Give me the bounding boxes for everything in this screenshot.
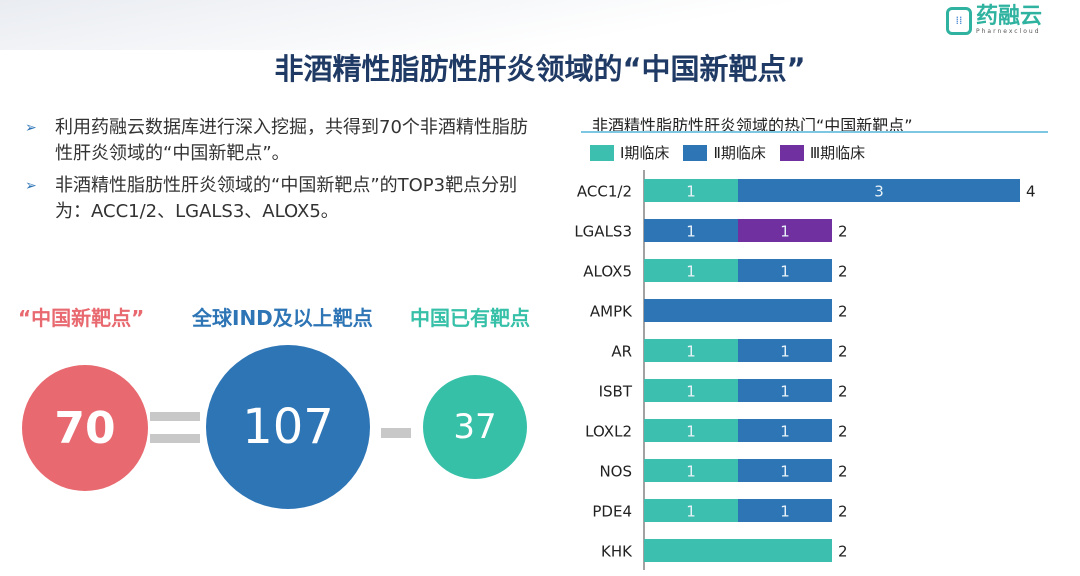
logo-hex-icon: ⁞⁞ (946, 6, 972, 35)
bar-segment (738, 219, 832, 242)
logo-text: 药融云 (976, 4, 1043, 29)
bullet-item: ➢ 利用药融云数据库进行深入挖掘，共得到70个非酒精性脂肪性肝炎领域的“中国新靶点… (25, 115, 535, 167)
category-label: NOS (599, 463, 632, 481)
total-label: 2 (838, 423, 848, 441)
logo: ⁞⁞ 药融云 Pharnexcloud (946, 6, 1042, 35)
segment-label: 1 (780, 263, 790, 281)
category-label: ALOX5 (583, 263, 632, 281)
category-label: KHK (601, 543, 633, 561)
circle-china-new: 70 (22, 365, 148, 491)
total-label: 2 (838, 343, 848, 361)
segment-label: 1 (780, 503, 790, 521)
arrow-bullet-icon: ➢ (25, 120, 37, 136)
segment-label: 1 (780, 343, 790, 361)
segment-label: 1 (686, 183, 696, 201)
category-label: LGALS3 (574, 223, 632, 241)
category-label: LOXL2 (585, 423, 632, 441)
label-global-ind-targets: 全球IND及以上靶点 (192, 306, 373, 330)
bar-segment (644, 539, 832, 562)
category-label: ISBT (599, 383, 633, 401)
category-label: ACC1/2 (577, 183, 632, 201)
bar-segment (644, 179, 738, 202)
bar-segment (644, 219, 738, 242)
bar-segment (644, 299, 832, 322)
segment-label: 1 (780, 383, 790, 401)
legend-label: Ⅰ期临床 (620, 144, 670, 162)
total-label: 4 (1026, 183, 1036, 201)
chart-title-underline (581, 131, 1048, 133)
legend-swatch (779, 144, 804, 161)
segment-label: 1 (780, 423, 790, 441)
bar-segment (738, 259, 832, 282)
category-label: AMPK (590, 303, 633, 321)
bar-segment (644, 459, 738, 482)
bar-segment (738, 419, 832, 442)
category-label: AR (611, 343, 632, 361)
segment-label: 1 (686, 383, 696, 401)
segment-label: 1 (686, 263, 696, 281)
total-label: 2 (838, 303, 848, 321)
logo-subtext: Pharnexcloud (976, 28, 1041, 35)
segment-label: 3 (874, 183, 884, 201)
total-label: 2 (838, 543, 848, 561)
legend-swatch (590, 144, 614, 161)
bar-segment (644, 339, 738, 362)
legend-swatch (683, 144, 708, 161)
circle-global-ind: 107 (206, 345, 370, 509)
arrow-bullet-icon: ➢ (25, 178, 37, 194)
bar-segment (738, 179, 1020, 202)
bar-segment (738, 339, 832, 362)
total-label: 2 (838, 383, 848, 401)
chart-legend: Ⅰ期临床 Ⅱ期临床 Ⅲ期临床 (590, 142, 865, 163)
segment-label: 1 (780, 463, 790, 481)
bullet-text: 非酒精性脂肪性肝炎领域的“中国新靶点”的TOP3靶点分别为：ACC1/2、LGA… (55, 175, 518, 222)
bar-segment (738, 499, 832, 522)
page-title: 非酒精性脂肪性肝炎领域的“中国新靶点” (274, 52, 806, 86)
segment-label: 1 (686, 503, 696, 521)
bar-segment (644, 419, 738, 442)
chart-title: 非酒精性脂肪性肝炎领域的热门“中国新靶点” (592, 116, 913, 135)
bullet-list: ➢ 利用药融云数据库进行深入挖掘，共得到70个非酒精性脂肪性肝炎领域的“中国新靶点… (25, 115, 535, 231)
segment-label: 1 (686, 463, 696, 481)
legend-label: Ⅲ期临床 (809, 144, 866, 162)
category-label: PDE4 (592, 503, 632, 521)
segment-label: 1 (780, 223, 790, 241)
label-china-existing-targets: 中国已有靶点 (410, 306, 530, 330)
bar-segment (644, 499, 738, 522)
circle-china-existing: 37 (423, 375, 527, 479)
bar-chart: ACC1/2 1 3 4 LGALS3 1 1 2 ALOX5 1 1 2 AMPK 2 AR 1 1 2 ISBT… (574, 170, 1036, 570)
total-label: 2 (838, 463, 848, 481)
bullet-text: 利用药融云数据库进行深入挖掘，共得到70个非酒精性脂肪性肝炎领域的“中国新靶点”… (55, 117, 528, 164)
bar-segment (644, 379, 738, 402)
bar-segment (738, 379, 832, 402)
equals-sign-top (150, 412, 200, 421)
minus-sign (381, 428, 411, 438)
legend-item-phase1: Ⅰ期临床 (590, 142, 669, 163)
total-label: 2 (838, 503, 848, 521)
bar-segment (644, 259, 738, 282)
legend-item-phase2: Ⅱ期临床 (683, 142, 766, 163)
label-china-new-targets: “中国新靶点” (18, 306, 145, 330)
equals-sign-bottom (150, 434, 200, 443)
legend-label: Ⅱ期临床 (713, 144, 766, 162)
total-label: 2 (838, 223, 848, 241)
legend-item-phase3: Ⅲ期临床 (779, 142, 866, 163)
bullet-item: ➢ 非酒精性脂肪性肝炎领域的“中国新靶点”的TOP3靶点分别为：ACC1/2、LG… (25, 173, 535, 225)
segment-label: 1 (686, 343, 696, 361)
segment-label: 1 (686, 223, 696, 241)
header-band (0, 0, 1080, 50)
segment-label: 1 (686, 423, 696, 441)
total-label: 2 (838, 263, 848, 281)
bar-segment (738, 459, 832, 482)
